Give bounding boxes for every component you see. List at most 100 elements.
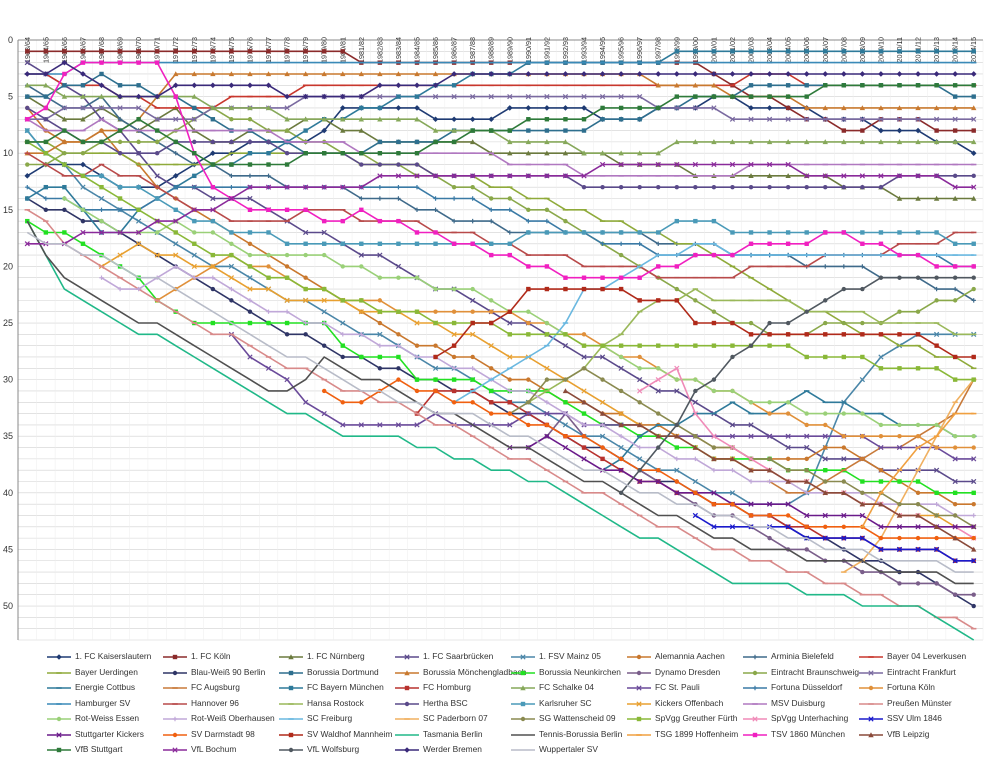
data-point bbox=[247, 117, 253, 122]
data-point bbox=[674, 445, 679, 450]
data-point bbox=[878, 434, 884, 439]
data-point bbox=[655, 478, 661, 485]
data-point bbox=[117, 139, 123, 145]
data-point bbox=[563, 218, 568, 224]
data-point bbox=[563, 230, 568, 235]
data-point bbox=[173, 139, 178, 145]
data-point bbox=[767, 94, 772, 99]
data-point bbox=[934, 366, 939, 371]
data-point bbox=[674, 82, 680, 88]
data-point bbox=[600, 343, 605, 348]
data-point bbox=[952, 524, 958, 530]
data-point bbox=[210, 71, 216, 77]
legend-label: 1. FC Köln bbox=[191, 651, 231, 661]
data-point bbox=[247, 207, 253, 213]
data-point bbox=[693, 218, 698, 224]
data-point bbox=[340, 116, 346, 122]
data-point bbox=[878, 275, 884, 280]
data-point bbox=[507, 207, 512, 213]
data-point bbox=[952, 94, 958, 99]
legend-swatch bbox=[859, 702, 883, 705]
data-point bbox=[655, 71, 662, 77]
data-point bbox=[303, 151, 308, 156]
data-point bbox=[136, 139, 141, 145]
series-line bbox=[27, 95, 974, 120]
data-point bbox=[934, 298, 939, 303]
data-point bbox=[191, 82, 198, 89]
data-point bbox=[247, 286, 253, 292]
data-point bbox=[599, 433, 606, 439]
data-point bbox=[507, 173, 513, 179]
data-point bbox=[711, 184, 717, 190]
data-point bbox=[358, 309, 364, 315]
data-point bbox=[135, 93, 142, 100]
data-point bbox=[526, 128, 531, 133]
series-tsv-1860-m-nchen bbox=[25, 60, 976, 280]
data-point bbox=[544, 150, 550, 156]
data-point bbox=[526, 286, 531, 292]
data-point bbox=[581, 388, 587, 394]
data-point bbox=[618, 71, 624, 77]
data-point bbox=[804, 490, 809, 496]
data-point bbox=[433, 388, 438, 394]
data-point bbox=[785, 513, 791, 518]
data-point bbox=[804, 173, 810, 179]
data-point bbox=[822, 433, 828, 439]
legend-swatch bbox=[859, 669, 883, 676]
data-point bbox=[288, 654, 294, 660]
data-point bbox=[915, 366, 921, 371]
data-point bbox=[507, 332, 512, 337]
data-point bbox=[247, 49, 253, 54]
y-tick-label: 45 bbox=[3, 544, 13, 554]
data-point bbox=[859, 71, 866, 77]
data-point bbox=[581, 343, 587, 348]
data-point bbox=[489, 298, 494, 303]
data-point bbox=[451, 286, 457, 292]
data-point bbox=[841, 332, 847, 337]
data-point bbox=[674, 422, 679, 428]
data-point bbox=[284, 151, 290, 156]
series-line bbox=[620, 276, 974, 494]
data-point bbox=[804, 83, 809, 88]
data-point bbox=[359, 264, 364, 269]
data-point bbox=[451, 309, 457, 314]
data-point bbox=[693, 434, 698, 439]
data-point bbox=[859, 501, 866, 507]
data-point bbox=[785, 139, 791, 145]
data-point bbox=[451, 71, 457, 77]
legend-label: SV Darmstadt 98 bbox=[191, 728, 255, 739]
data-point bbox=[581, 71, 587, 77]
legend-swatch bbox=[743, 732, 767, 737]
series-preu-en-m-nster bbox=[24, 209, 977, 630]
data-point bbox=[971, 592, 976, 597]
data-point bbox=[377, 275, 383, 280]
data-point bbox=[80, 184, 86, 190]
legend-label: Fortuna Düsseldorf bbox=[771, 682, 843, 692]
data-point bbox=[377, 105, 383, 111]
data-point bbox=[752, 670, 758, 675]
data-point bbox=[303, 297, 309, 304]
data-point bbox=[655, 388, 661, 394]
data-point bbox=[711, 388, 717, 394]
data-point bbox=[841, 105, 847, 111]
data-point bbox=[971, 501, 976, 507]
data-point bbox=[154, 49, 160, 54]
data-point bbox=[915, 139, 921, 145]
data-point bbox=[636, 685, 642, 691]
data-point bbox=[752, 716, 758, 722]
data-point bbox=[804, 332, 809, 337]
data-point bbox=[748, 161, 754, 168]
series-line bbox=[26, 61, 974, 279]
data-point bbox=[284, 71, 290, 77]
legend-label: Karlsruher SC bbox=[539, 697, 592, 708]
data-point bbox=[915, 479, 921, 484]
data-point bbox=[674, 479, 679, 484]
data-point bbox=[915, 252, 921, 258]
data-point bbox=[934, 445, 939, 450]
data-point bbox=[284, 332, 290, 337]
data-point bbox=[748, 456, 754, 462]
data-point bbox=[785, 94, 791, 99]
data-point bbox=[303, 49, 308, 54]
legend-label: Hamburger SV bbox=[75, 697, 131, 708]
